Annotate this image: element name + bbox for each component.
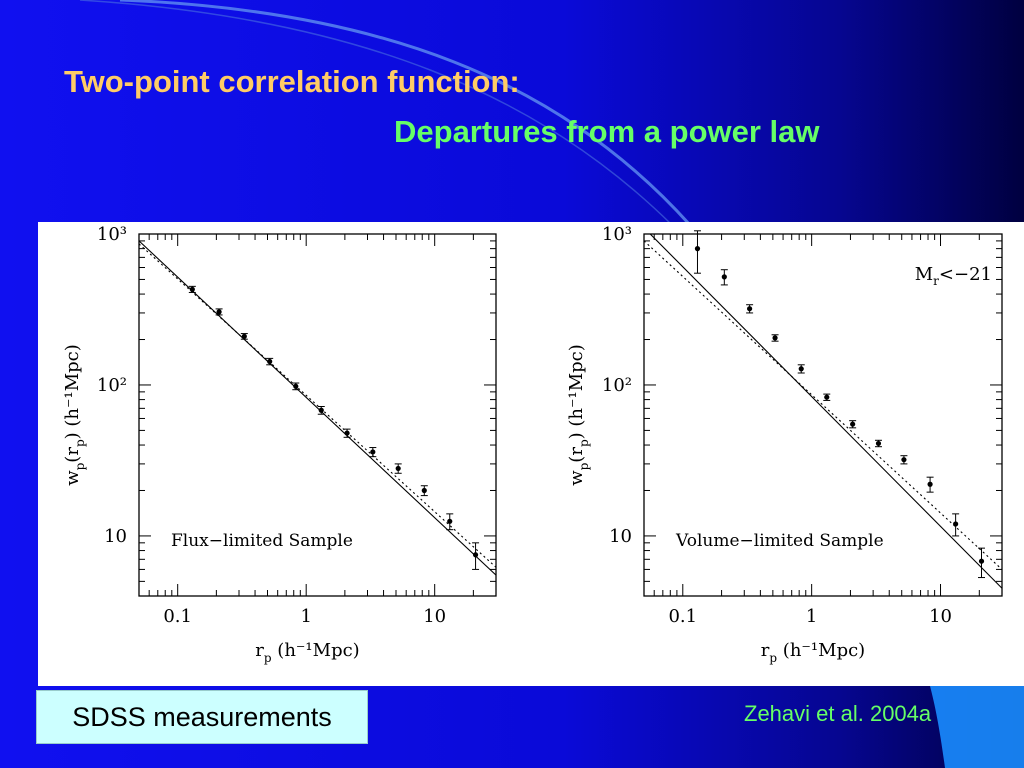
sample-annotation: Volume−limited Sample <box>675 531 884 551</box>
data-point <box>772 335 778 341</box>
sample-annotation: Flux−limited Sample <box>171 531 353 551</box>
data-point <box>824 394 830 400</box>
plot-frame <box>643 233 1003 597</box>
data-point <box>798 366 804 372</box>
data-point <box>472 552 479 558</box>
correlation-plots: 0.1 1 10 10 10² 10³ rp (h⁻¹Mpc) wp(rp) (h⁻¹Mpc)… <box>62 224 1003 665</box>
data-point <box>318 407 324 413</box>
x-axis-label: rp (h⁻¹Mpc) <box>761 640 865 665</box>
data-point <box>189 286 195 292</box>
x-tick-label: 1 <box>300 606 311 627</box>
chart-1: 0.1 1 10 10 10² 10³ rp (h⁻¹Mpc) wp(rp) (h⁻¹Mpc)… <box>62 224 497 665</box>
plot-frame <box>138 233 497 597</box>
y-tick-label: 10³ <box>97 224 127 245</box>
data-point <box>421 487 427 494</box>
model-dotted-line <box>139 243 496 568</box>
data-point <box>875 440 882 447</box>
data-point <box>370 449 376 455</box>
x-tick-label: 0.1 <box>163 606 192 627</box>
y-tick-label: 10 <box>609 526 632 547</box>
y-axis-label: wp(rp) (h⁻¹Mpc) <box>62 344 87 486</box>
y-tick-label: 10² <box>97 375 127 396</box>
data-point <box>901 457 907 463</box>
figure-panel: 0.1 1 10 10 10² 10³ rp (h⁻¹Mpc) wp(rp) (h⁻¹Mpc)… <box>38 222 1024 686</box>
data-point <box>850 421 856 427</box>
data-point <box>216 309 222 315</box>
x-tick-label: 10 <box>929 606 952 627</box>
x-tick-label: 0.1 <box>668 606 697 627</box>
x-tick-label: 10 <box>423 606 446 627</box>
x-tick-label: 1 <box>806 606 817 627</box>
data-point <box>447 518 453 524</box>
y-tick-label: 10 <box>104 526 127 547</box>
chart-2: 0.1 1 10 10 10² 10³ rp (h⁻¹Mpc) wp(rp) (h⁻¹Mpc)… <box>566 224 1003 665</box>
caption-box: SDSS measurements <box>36 690 368 744</box>
y-tick-label: 10² <box>602 375 632 396</box>
data-point <box>395 465 401 472</box>
model-dotted-line <box>644 240 1002 570</box>
y-tick-label: 10³ <box>602 224 632 245</box>
slide-subtitle: Departures from a power law <box>394 114 820 149</box>
citation-text: Zehavi et al. 2004a <box>744 701 932 726</box>
data-point <box>978 558 985 564</box>
y-axis-label: wp(rp) (h⁻¹Mpc) <box>566 344 591 486</box>
data-point <box>721 274 727 280</box>
data-point <box>267 358 273 365</box>
data-point <box>747 306 753 312</box>
power-law-fit-line <box>649 234 1002 589</box>
data-point <box>694 246 701 252</box>
slide-title: Two-point correlation function: <box>64 64 520 99</box>
power-law-fit-line <box>139 240 496 576</box>
x-axis-label: rp (h⁻¹Mpc) <box>255 640 359 665</box>
magnitude-legend: Mr<−21 <box>915 264 992 288</box>
data-point <box>927 481 933 487</box>
